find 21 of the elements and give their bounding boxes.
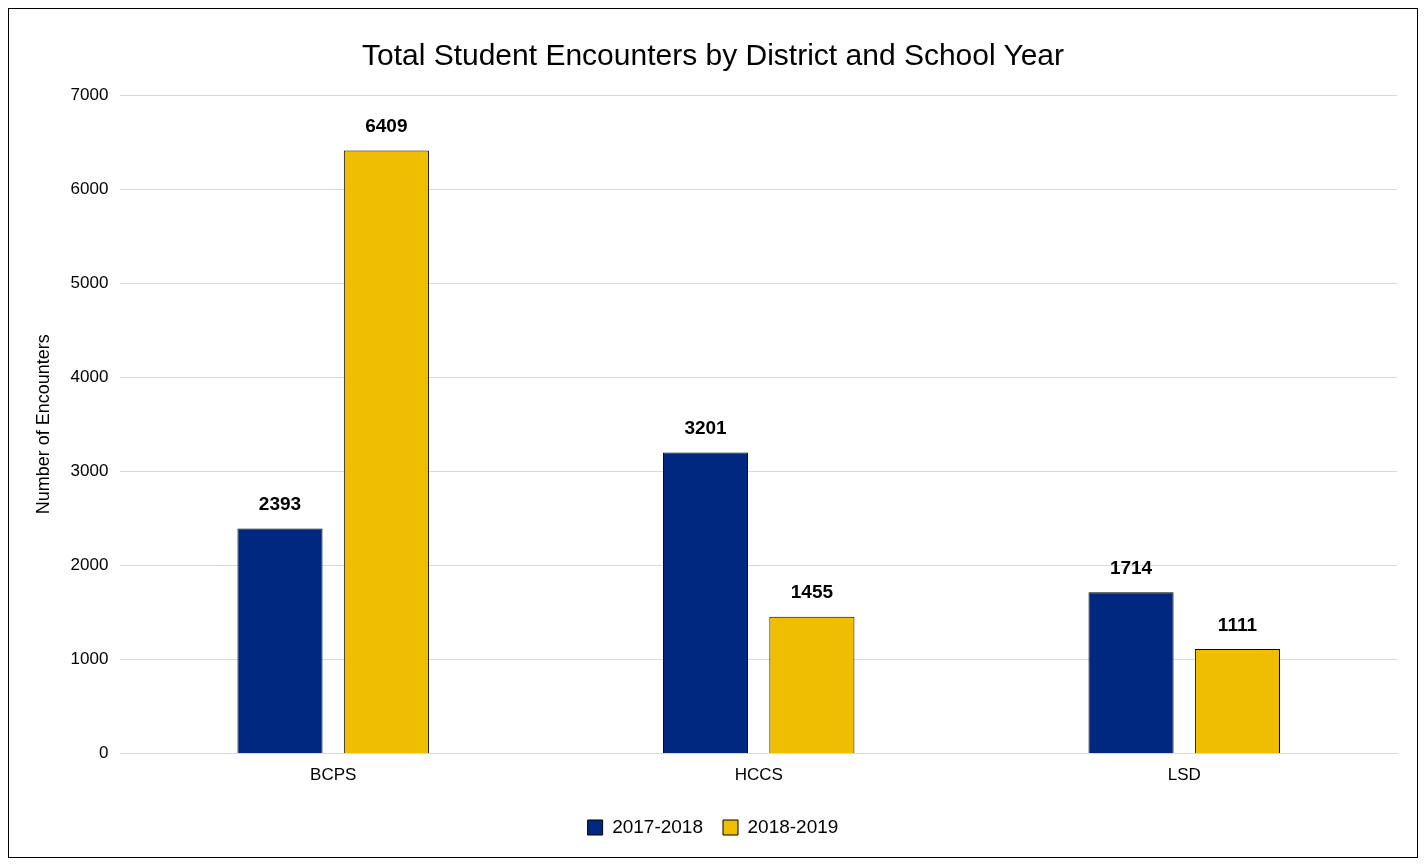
y-tick-label: 2000	[70, 555, 109, 575]
chart-title: Total Student Encounters by District and School Year	[361, 38, 1065, 72]
legend-label: 2017-2018	[612, 815, 704, 837]
legend-label: 2018-2019	[747, 815, 839, 837]
x-tick-label: LSD	[1167, 765, 1201, 785]
y-tick-label: 3000	[70, 461, 109, 481]
y-axis-title: Number of Encounters	[32, 334, 53, 515]
y-tick-label: 4000	[70, 366, 109, 386]
y-tick-label: 5000	[70, 272, 109, 292]
y-tick-label: 0	[98, 743, 109, 763]
x-tick-label: BCPS	[310, 765, 357, 785]
data-label: 1714	[1109, 557, 1153, 579]
data-label: 2393	[258, 493, 302, 515]
data-label: 3201	[684, 417, 728, 439]
data-label: 6409	[365, 115, 408, 137]
y-tick-label: 1000	[70, 649, 109, 669]
y-tick-label: 7000	[70, 84, 109, 104]
x-tick-label: HCCS	[734, 765, 783, 785]
y-tick-label: 6000	[70, 178, 109, 198]
data-label: 1455	[790, 581, 834, 603]
data-label: 1111	[1217, 613, 1258, 635]
